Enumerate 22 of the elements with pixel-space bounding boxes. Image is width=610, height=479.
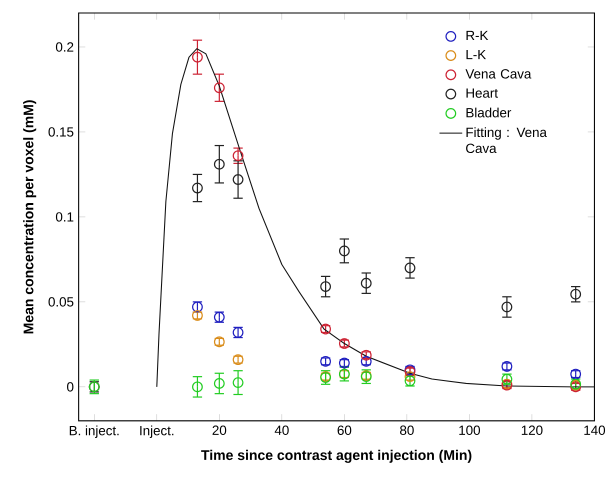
x-tick-label: 100: [459, 426, 480, 436]
legend-label: Fitting : Vena Cava: [466, 127, 547, 154]
y-tick-label: 0.1: [56, 212, 74, 222]
y-tick-label: 0.2: [56, 42, 74, 52]
y-axis-title: Mean concentration per voxel (mM): [23, 100, 36, 334]
x-tick-label: 80: [400, 426, 414, 436]
y-tick-label: 0.15: [48, 127, 74, 137]
legend-label: Heart: [466, 88, 498, 98]
legend-label: Vena Cava: [465, 69, 532, 79]
x-axis-title: Time since contrast agent injection (Min): [201, 450, 472, 463]
x-tick-label: 60: [338, 426, 352, 436]
legend-label: R-K: [466, 30, 488, 40]
y-tick-label: 0: [67, 382, 74, 392]
legend-label: Bladder: [466, 108, 512, 118]
x-tick-label: Inject.: [140, 426, 174, 438]
y-tick-label: 0.05: [48, 297, 74, 307]
x-tick-label: B. inject.: [70, 426, 119, 438]
legend-label: L-K: [466, 50, 486, 60]
x-tick-label: 120: [522, 426, 543, 436]
x-tick-label: 140: [584, 426, 606, 436]
x-tick-label: 20: [212, 426, 226, 436]
x-tick-label: 40: [274, 426, 289, 436]
